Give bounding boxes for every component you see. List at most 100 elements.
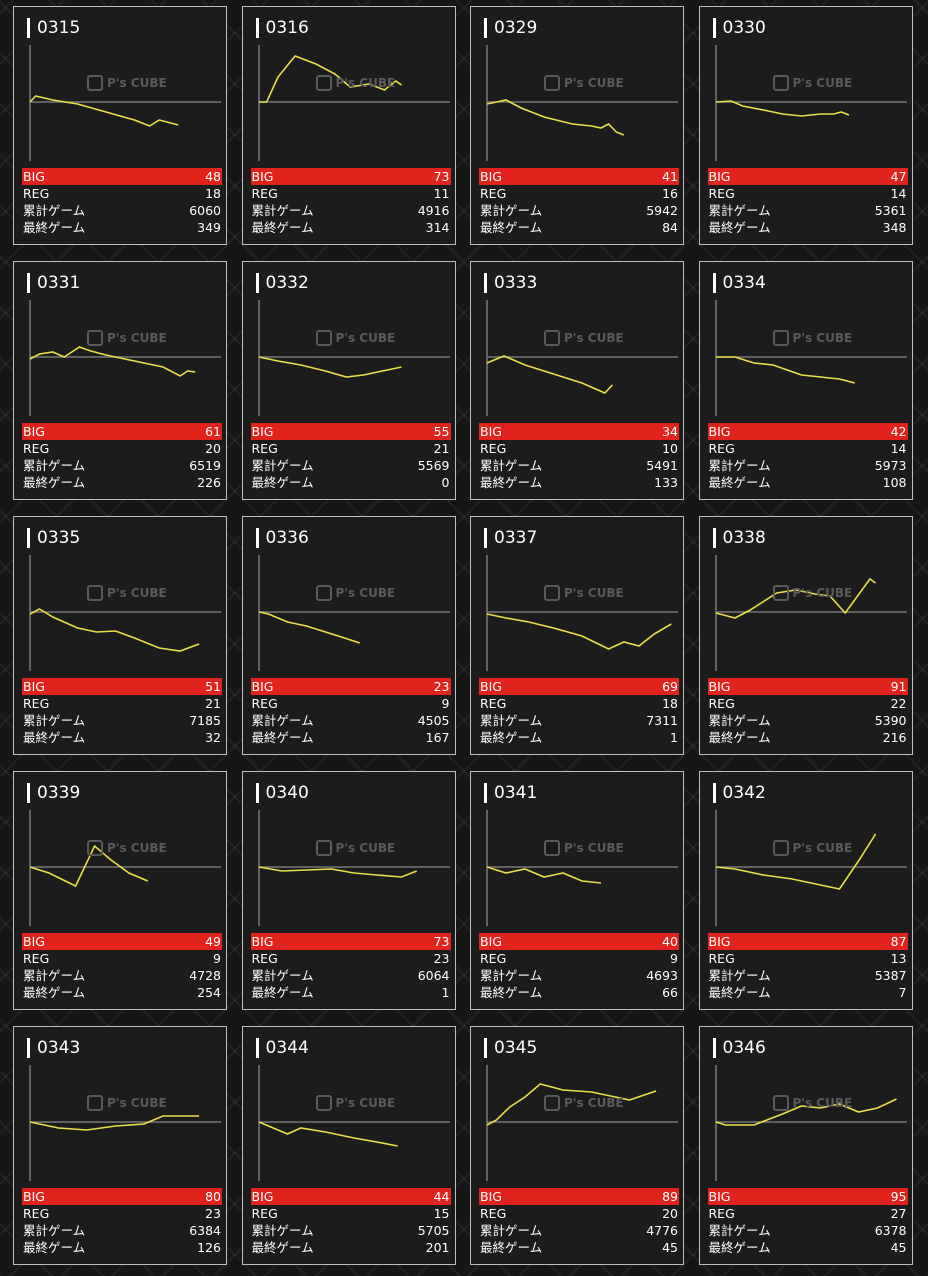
machine-card-0341[interactable]: 0341 P's CUBE BIG 40 REG 9 累計ゲーム 4693 最終ゲーム…: [470, 771, 684, 1010]
big-value: 47: [890, 169, 907, 184]
reg-value: 22: [890, 696, 907, 711]
watermark-text: P's CUBE: [564, 76, 624, 90]
big-label: BIG: [23, 424, 45, 439]
watermark-text: P's CUBE: [792, 841, 853, 855]
last-games-label: 最終ゲーム: [708, 730, 771, 745]
title-bar: [712, 1038, 716, 1058]
last-games-row: 最終ゲーム 349: [22, 219, 222, 236]
watermark-text: P's CUBE: [107, 841, 167, 855]
reg-label: REG: [480, 441, 507, 456]
total-games-value: 4505: [417, 713, 450, 728]
slump-chart: [486, 300, 678, 416]
big-label: BIG: [708, 934, 731, 949]
last-games-row: 最終ゲーム 108: [708, 474, 908, 491]
watermark-text: P's CUBE: [335, 1096, 396, 1110]
total-games-label: 累計ゲーム: [251, 968, 314, 983]
machine-card-0339[interactable]: 0339 P's CUBE BIG 49 REG 9 累計ゲーム 4728 最終ゲーム…: [13, 771, 227, 1010]
machine-card-0342[interactable]: 0342 P's CUBE BIG 87 REG 13 累計ゲーム 5387 最終ゲー…: [698, 771, 913, 1010]
machine-number: 0315: [37, 18, 81, 38]
last-games-label: 最終ゲーム: [23, 985, 86, 1000]
pscube-watermark-logo: P's CUBE: [87, 1095, 167, 1111]
reg-row: REG 11: [251, 185, 451, 202]
title-bar: [484, 1038, 487, 1058]
big-value: 73: [433, 169, 450, 184]
big-row: BIG 55: [250, 423, 451, 440]
reg-value: 9: [670, 951, 678, 966]
cube-icon: [87, 75, 103, 91]
machine-card-0315[interactable]: 0315 P's CUBE BIG 48 REG 18 累計ゲーム 6060 最終ゲー…: [13, 6, 227, 245]
machine-title: 0333: [484, 272, 537, 294]
total-games-label: 累計ゲーム: [23, 203, 86, 218]
machine-card-0331[interactable]: 0331 P's CUBE BIG 61 REG 20 累計ゲーム 6519 最終ゲー…: [13, 261, 227, 500]
reg-label: REG: [480, 951, 507, 966]
big-label: BIG: [23, 679, 45, 694]
slump-chart: [715, 555, 907, 671]
watermark-text: P's CUBE: [335, 586, 396, 600]
last-games-row: 最終ゲーム 0: [251, 474, 451, 491]
title-bar: [712, 18, 716, 38]
big-row: BIG 91: [707, 678, 908, 695]
machine-card-0316[interactable]: 0316 P's CUBE BIG 73 REG 11 累計ゲーム 4916 最終ゲー…: [241, 6, 456, 245]
pscube-watermark-logo: P's CUBE: [772, 1095, 852, 1111]
machine-card-0334[interactable]: 0334 P's CUBE BIG 42 REG 14 累計ゲーム 5973 最終ゲー…: [698, 261, 913, 500]
pscube-watermark-logo: P's CUBE: [87, 330, 167, 346]
last-games-value: 126: [197, 1240, 221, 1255]
machine-card-0335[interactable]: 0335 P's CUBE BIG 51 REG 21 累計ゲーム 7185 最終ゲー…: [13, 516, 227, 755]
machine-card-0329[interactable]: 0329 P's CUBE BIG 41 REG 16 累計ゲーム 5942 最終ゲー…: [470, 6, 684, 245]
machine-card-0333[interactable]: 0333 P's CUBE BIG 34 REG 10 累計ゲーム 5491 最終ゲー…: [470, 261, 684, 500]
total-games-label: 累計ゲーム: [708, 713, 771, 728]
total-games-row: 累計ゲーム 5387: [708, 967, 908, 984]
reg-value: 27: [890, 1206, 907, 1221]
machine-number: 0338: [722, 528, 766, 548]
total-games-row: 累計ゲーム 5973: [708, 457, 908, 474]
last-games-value: 226: [197, 475, 221, 490]
reg-row: REG 23: [251, 950, 451, 967]
machine-card-0344[interactable]: 0344 P's CUBE BIG 44 REG 15 累計ゲーム 5705 最終ゲー…: [241, 1026, 456, 1265]
total-games-value: 5942: [646, 203, 678, 218]
total-games-value: 6384: [189, 1223, 221, 1238]
last-games-label: 最終ゲーム: [23, 730, 86, 745]
machine-card-0337[interactable]: 0337 P's CUBE BIG 69 REG 18 累計ゲーム 7311 最終ゲー…: [470, 516, 684, 755]
machine-card-0340[interactable]: 0340 P's CUBE BIG 73 REG 23 累計ゲーム 6064 最終ゲー…: [241, 771, 456, 1010]
machine-card-0345[interactable]: 0345 P's CUBE BIG 89 REG 20 累計ゲーム 4776 最終ゲー…: [470, 1026, 684, 1265]
title-bar: [27, 273, 30, 293]
big-value: 44: [433, 1189, 450, 1204]
last-games-label: 最終ゲーム: [480, 730, 543, 745]
big-label: BIG: [23, 934, 45, 949]
machine-card-0343[interactable]: 0343 P's CUBE BIG 80 REG 23 累計ゲーム 6384 最終ゲー…: [13, 1026, 227, 1265]
machine-card-0346[interactable]: 0346 P's CUBE BIG 95 REG 27 累計ゲーム 6378 最終ゲー…: [698, 1026, 913, 1265]
watermark-text: P's CUBE: [792, 76, 853, 90]
reg-label: REG: [480, 1206, 507, 1221]
last-games-value: 108: [882, 475, 907, 490]
title-bar: [255, 783, 259, 803]
reg-value: 21: [205, 696, 221, 711]
stats-table: BIG 40 REG 9 累計ゲーム 4693 最終ゲーム 66: [479, 933, 679, 1001]
total-games-value: 6064: [417, 968, 450, 983]
last-games-row: 最終ゲーム 1: [479, 729, 679, 746]
last-games-row: 最終ゲーム 133: [479, 474, 679, 491]
last-games-label: 最終ゲーム: [480, 985, 543, 1000]
total-games-row: 累計ゲーム 6064: [251, 967, 451, 984]
big-value: 49: [205, 934, 221, 949]
big-value: 80: [205, 1189, 221, 1204]
slump-chart: [715, 810, 907, 926]
stats-table: BIG 89 REG 20 累計ゲーム 4776 最終ゲーム 45: [479, 1188, 679, 1256]
reg-label: REG: [480, 186, 507, 201]
last-games-value: 1: [670, 730, 678, 745]
total-games-row: 累計ゲーム 6384: [22, 1222, 222, 1239]
machine-card-0332[interactable]: 0332 P's CUBE BIG 55 REG 21 累計ゲーム 5569 最終ゲー…: [241, 261, 456, 500]
big-value: 48: [205, 169, 221, 184]
machine-card-0336[interactable]: 0336 P's CUBE BIG 23 REG 9 累計ゲーム 4505 最終ゲーム…: [241, 516, 456, 755]
machine-number: 0345: [494, 1038, 538, 1058]
last-games-value: 348: [882, 220, 907, 235]
machine-card-0330[interactable]: 0330 P's CUBE BIG 47 REG 14 累計ゲーム 5361 最終ゲー…: [698, 6, 913, 245]
pscube-watermark-logo: P's CUBE: [87, 75, 167, 91]
pscube-watermark-logo: P's CUBE: [87, 840, 167, 856]
total-games-value: 5705: [417, 1223, 450, 1238]
machine-number: 0331: [37, 273, 81, 293]
big-value: 41: [662, 169, 678, 184]
machine-number: 0332: [265, 273, 309, 293]
big-label: BIG: [251, 169, 274, 184]
coin-difference-line: [486, 99, 625, 136]
machine-card-0338[interactable]: 0338 P's CUBE BIG 91 REG 22 累計ゲーム 5390 最終ゲー…: [698, 516, 913, 755]
